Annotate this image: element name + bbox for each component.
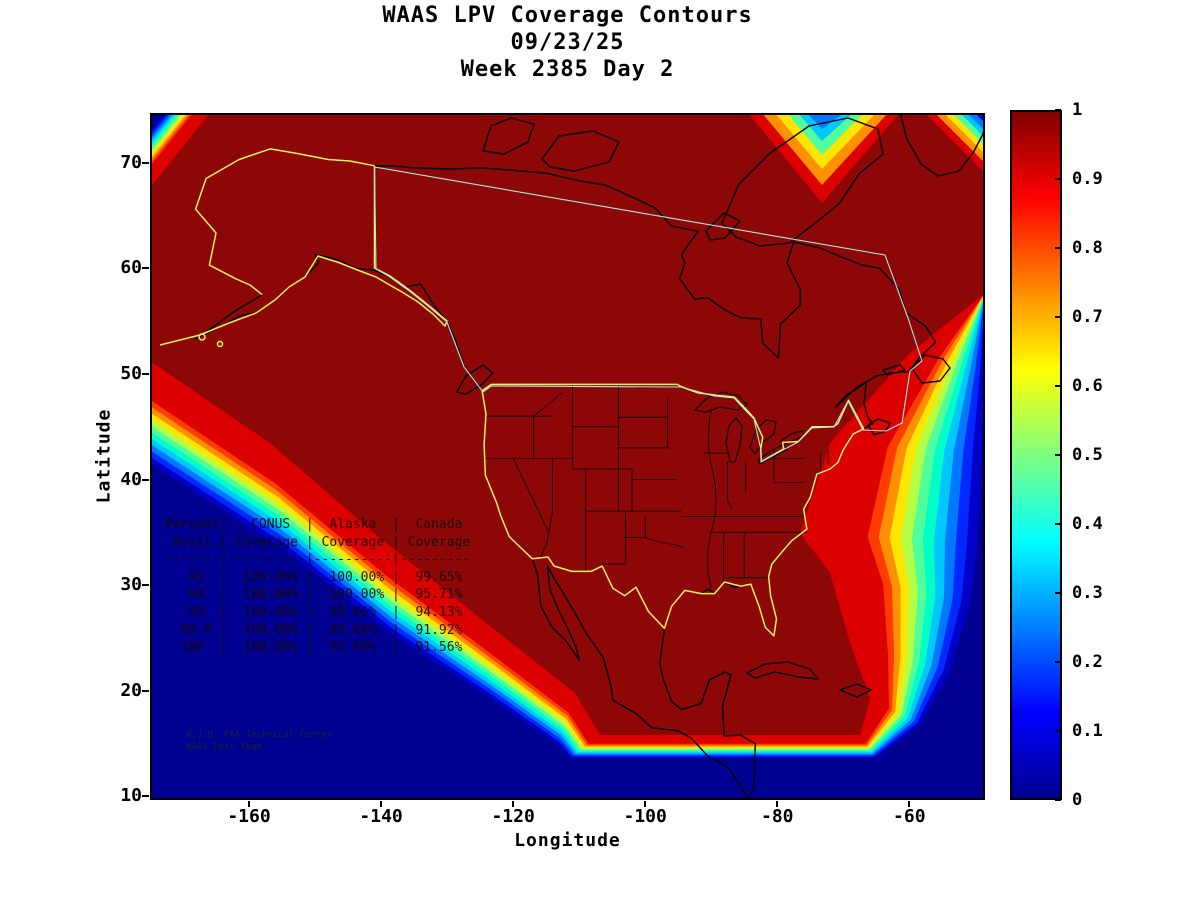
colorbar-tick-mark — [1055, 523, 1061, 525]
colorbar-tick-mark — [1055, 730, 1061, 732]
colorbar-tick-label: 0.8 — [1072, 238, 1103, 258]
y-tick-label: 70 — [120, 151, 142, 173]
x-tick-mark — [512, 801, 515, 807]
colorbar-tick-label: 0.3 — [1072, 583, 1103, 603]
y-tick-label: 40 — [120, 468, 142, 490]
colorbar-tick-mark — [1055, 178, 1061, 180]
x-tick-mark — [248, 801, 251, 807]
x-tick-mark — [776, 801, 779, 807]
alaska-island-outline — [198, 333, 206, 341]
y-tick-mark — [142, 584, 149, 587]
y-tick-label: 50 — [120, 362, 142, 384]
credit-line-2: WAAS Test Team — [186, 742, 262, 752]
colorbar-tick-mark — [1055, 661, 1061, 663]
state-border-lines — [484, 384, 829, 589]
x-tick-mark — [908, 801, 911, 807]
colorbar-tick-label: 1 — [1072, 100, 1083, 120]
credit-line-1: W.J.H. FAA Technical Center — [186, 730, 333, 740]
colorbar-tick-label: 0.4 — [1072, 514, 1103, 534]
colorbar-tick-mark — [1055, 454, 1061, 456]
colorbar-tick-label: 0.1 — [1072, 721, 1103, 741]
title-line-1: WAAS LPV Coverage Contours — [382, 3, 753, 28]
colorbar-tick-label: 0.7 — [1072, 307, 1103, 327]
colorbar-tick-label: 0.5 — [1072, 445, 1103, 465]
colorbar-tick-mark — [1055, 385, 1061, 387]
colorbar-tick-label: 0.2 — [1072, 652, 1103, 672]
credit-text: W.J.H. FAA Technical Center WAAS Test Te… — [186, 729, 332, 753]
colorbar-tick-mark — [1055, 799, 1061, 801]
plot-frame — [150, 113, 985, 800]
x-tick-label: -160 — [227, 806, 271, 827]
y-tick-mark — [142, 478, 149, 481]
y-tick-label: 60 — [120, 257, 142, 279]
colorbar-tick-mark — [1055, 247, 1061, 249]
canada-cyan-outline — [373, 166, 923, 463]
x-tick-mark — [380, 801, 383, 807]
contour-band — [807, 113, 844, 129]
x-axis-label: Longitude — [514, 830, 621, 851]
coverage-map-svg — [150, 113, 985, 800]
colorbar-tick-label: 0 — [1072, 790, 1083, 810]
title-line-3: Week 2385 Day 2 — [460, 57, 675, 82]
y-tick-mark — [142, 795, 149, 798]
state-borders-path — [484, 384, 829, 589]
y-tick-mark — [142, 372, 149, 375]
x-tick-label: -80 — [760, 806, 794, 827]
chart-title: WAAS LPV Coverage Contours 09/23/25 Week… — [150, 2, 985, 83]
contour-band — [975, 113, 985, 123]
colorbar-tick-mark — [1055, 109, 1061, 111]
colorbar-tick-label: 0.6 — [1072, 376, 1103, 396]
colorbar — [1010, 110, 1062, 800]
y-tick-label: 20 — [120, 679, 142, 701]
x-tick-label: -60 — [893, 806, 926, 827]
title-line-2: 09/23/25 — [510, 30, 625, 55]
x-tick-label: -100 — [623, 806, 667, 827]
colorbar-tick-label: 0.9 — [1072, 169, 1103, 189]
colorbar-tick-mark — [1055, 592, 1061, 594]
islands-coastline — [456, 113, 985, 698]
y-tick-label: 10 — [120, 785, 142, 807]
y-tick-mark — [142, 267, 149, 270]
map-plot-area: Percent| CONUS | Alaska | Canada Avail.|… — [150, 113, 985, 800]
colorbar-tick-mark — [1055, 316, 1061, 318]
y-tick-label: 30 — [120, 574, 142, 596]
alaska-outline-path — [159, 148, 448, 346]
x-tick-label: -120 — [491, 806, 535, 827]
canada-outline-path — [373, 166, 923, 463]
alaska-island-outline — [216, 340, 224, 348]
x-tick-mark — [644, 801, 647, 807]
coverage-table: Percent| CONUS | Alaska | Canada Avail.|… — [165, 517, 471, 656]
y-tick-mark — [142, 689, 149, 692]
x-tick-label: -140 — [359, 806, 403, 827]
great-lakes-outline — [694, 391, 805, 465]
y-tick-mark — [142, 161, 149, 164]
